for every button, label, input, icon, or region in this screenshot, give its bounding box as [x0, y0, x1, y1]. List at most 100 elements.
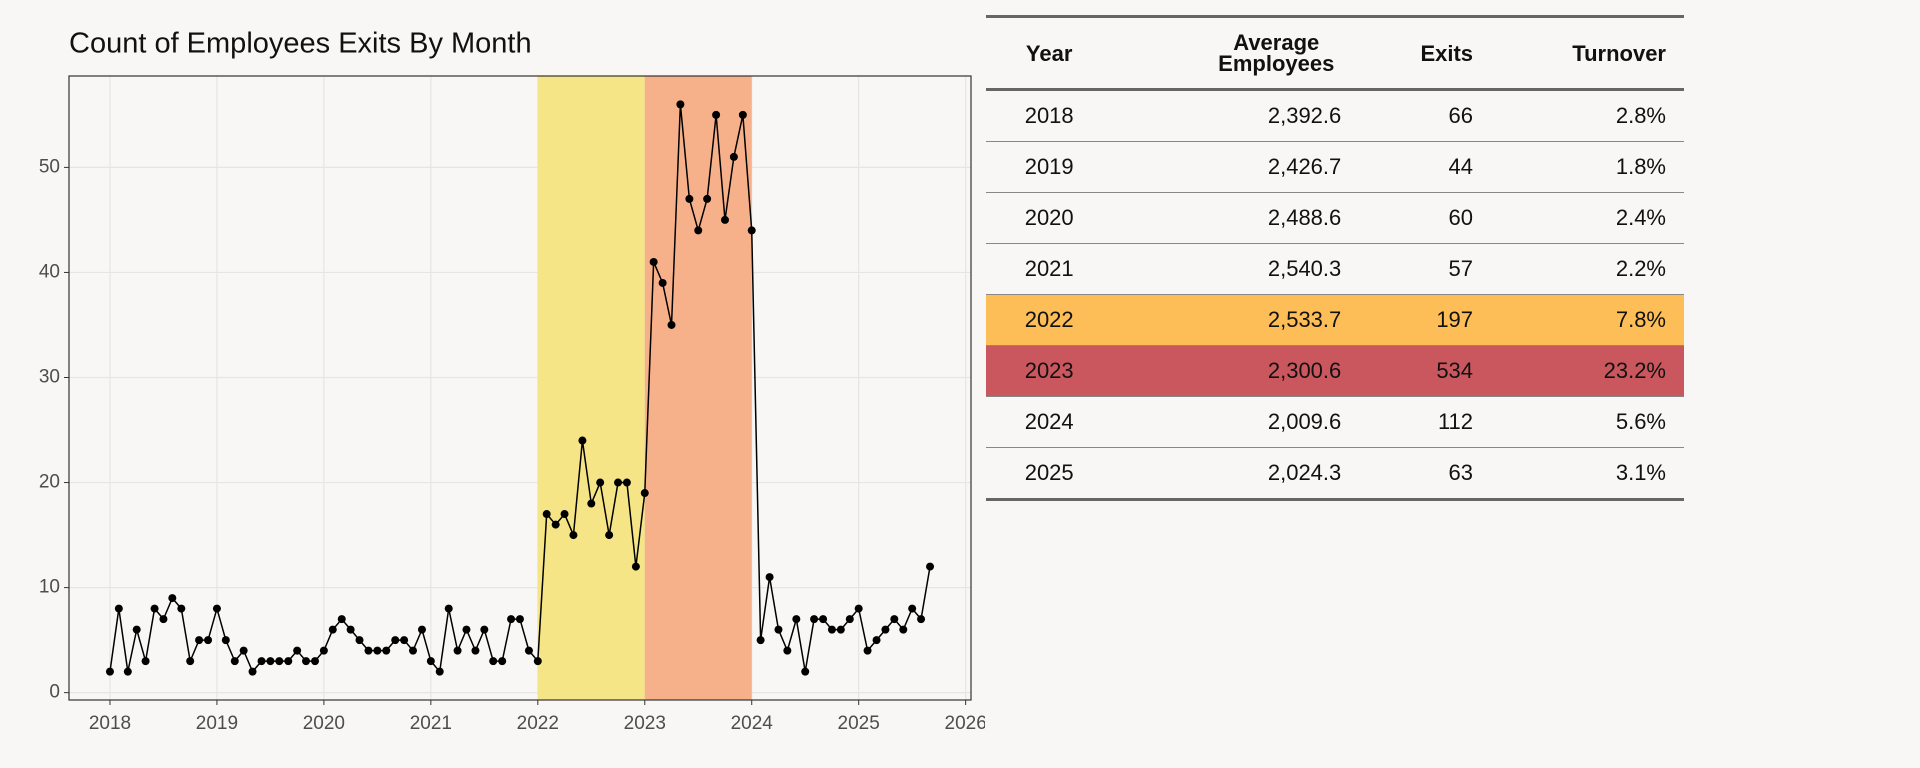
point	[204, 636, 213, 645]
table-cell: 66	[1359, 89, 1492, 142]
point	[792, 615, 801, 624]
table-row: 2020 2,488.6 60 2.4%	[986, 192, 1684, 244]
point	[480, 625, 489, 634]
x-tick-label: 2020	[303, 713, 345, 734]
table-cell: 2025	[986, 447, 1113, 501]
table-row: 2022 2,533.7 197 7.8%	[986, 294, 1684, 346]
column-header: Average Employees	[1112, 15, 1360, 91]
x-tick-label: 2018	[89, 713, 131, 734]
x-tick-label: 2019	[196, 713, 238, 734]
y-tick-label: 40	[39, 261, 60, 282]
point	[346, 625, 355, 634]
point	[150, 604, 159, 613]
table-cell: 3.1%	[1491, 447, 1684, 501]
point	[417, 625, 426, 634]
point	[302, 657, 311, 666]
point	[515, 615, 524, 624]
point	[738, 110, 747, 119]
table-cell: 1.8%	[1491, 141, 1684, 193]
point	[524, 646, 533, 655]
point	[186, 657, 195, 666]
point	[551, 520, 560, 529]
table-cell: 2,426.7	[1112, 141, 1360, 193]
table-cell: 23.2%	[1491, 345, 1684, 397]
point	[239, 646, 248, 655]
point	[355, 636, 364, 645]
point	[649, 257, 658, 266]
table-row: 2025 2,024.3 63 3.1%	[986, 447, 1684, 501]
table-cell: 57	[1359, 243, 1492, 295]
point	[462, 625, 471, 634]
y-tick-label: 50	[39, 156, 60, 177]
point	[542, 510, 551, 519]
point	[311, 657, 320, 666]
point	[426, 657, 435, 666]
point	[400, 636, 409, 645]
point	[284, 657, 293, 666]
table-cell: 2,300.6	[1112, 345, 1360, 397]
point	[863, 646, 872, 655]
table-cell: 2020	[986, 192, 1113, 244]
point	[382, 646, 391, 655]
x-tick-label: 2024	[731, 713, 774, 734]
point	[533, 657, 542, 666]
point	[658, 278, 667, 287]
point	[703, 194, 712, 203]
table-row: 2024 2,009.6 112 5.6%	[986, 396, 1684, 448]
point	[836, 625, 845, 634]
point	[881, 625, 890, 634]
table-cell: 44	[1359, 141, 1492, 193]
point	[373, 646, 382, 655]
point	[444, 604, 453, 613]
point	[720, 215, 729, 224]
point	[917, 615, 926, 624]
point	[498, 657, 507, 666]
point	[729, 152, 738, 161]
point	[489, 657, 498, 666]
plot-border	[68, 75, 972, 701]
table-cell: 2,024.3	[1112, 447, 1360, 501]
point	[908, 604, 917, 613]
point	[801, 667, 810, 676]
chart-title: Count of Employees Exits By Month	[69, 28, 532, 60]
table-cell: 7.8%	[1491, 294, 1684, 346]
table-cell: 534	[1359, 345, 1492, 397]
point	[560, 510, 569, 519]
point	[114, 604, 123, 613]
point	[783, 646, 792, 655]
y-tick-label: 10	[39, 577, 60, 598]
point	[212, 604, 221, 613]
highlight-band	[644, 76, 752, 700]
point	[845, 615, 854, 624]
x-tick-label: 2021	[410, 713, 452, 734]
point	[391, 636, 400, 645]
column-header: Year	[986, 15, 1113, 91]
point	[712, 110, 721, 119]
table-row: 2019 2,426.7 44 1.8%	[986, 141, 1684, 193]
point	[123, 667, 132, 676]
point	[275, 657, 284, 666]
point	[694, 226, 703, 235]
table-cell: 2.2%	[1491, 243, 1684, 295]
point	[622, 478, 631, 487]
point	[747, 226, 756, 235]
x-tick-label: 2022	[517, 713, 559, 734]
point	[587, 499, 596, 508]
point	[248, 667, 257, 676]
point	[578, 436, 587, 445]
y-tick-label: 20	[39, 472, 60, 493]
point	[676, 100, 685, 109]
table-cell: 2,540.3	[1112, 243, 1360, 295]
point	[667, 320, 676, 329]
point	[105, 667, 114, 676]
point	[230, 657, 239, 666]
table-cell: 2,392.6	[1112, 89, 1360, 142]
table-cell: 2023	[986, 345, 1113, 397]
header-row: Year Average Employees Exits Turnover	[986, 15, 1684, 91]
point	[266, 657, 275, 666]
table-cell: 60	[1359, 192, 1492, 244]
header-text: Exits	[1420, 40, 1474, 66]
point	[408, 646, 417, 655]
point	[435, 667, 444, 676]
table-body: 2018 2,392.6 66 2.8% 2019 2,426.7 44 1.8% 2020 2,…	[986, 89, 1684, 501]
